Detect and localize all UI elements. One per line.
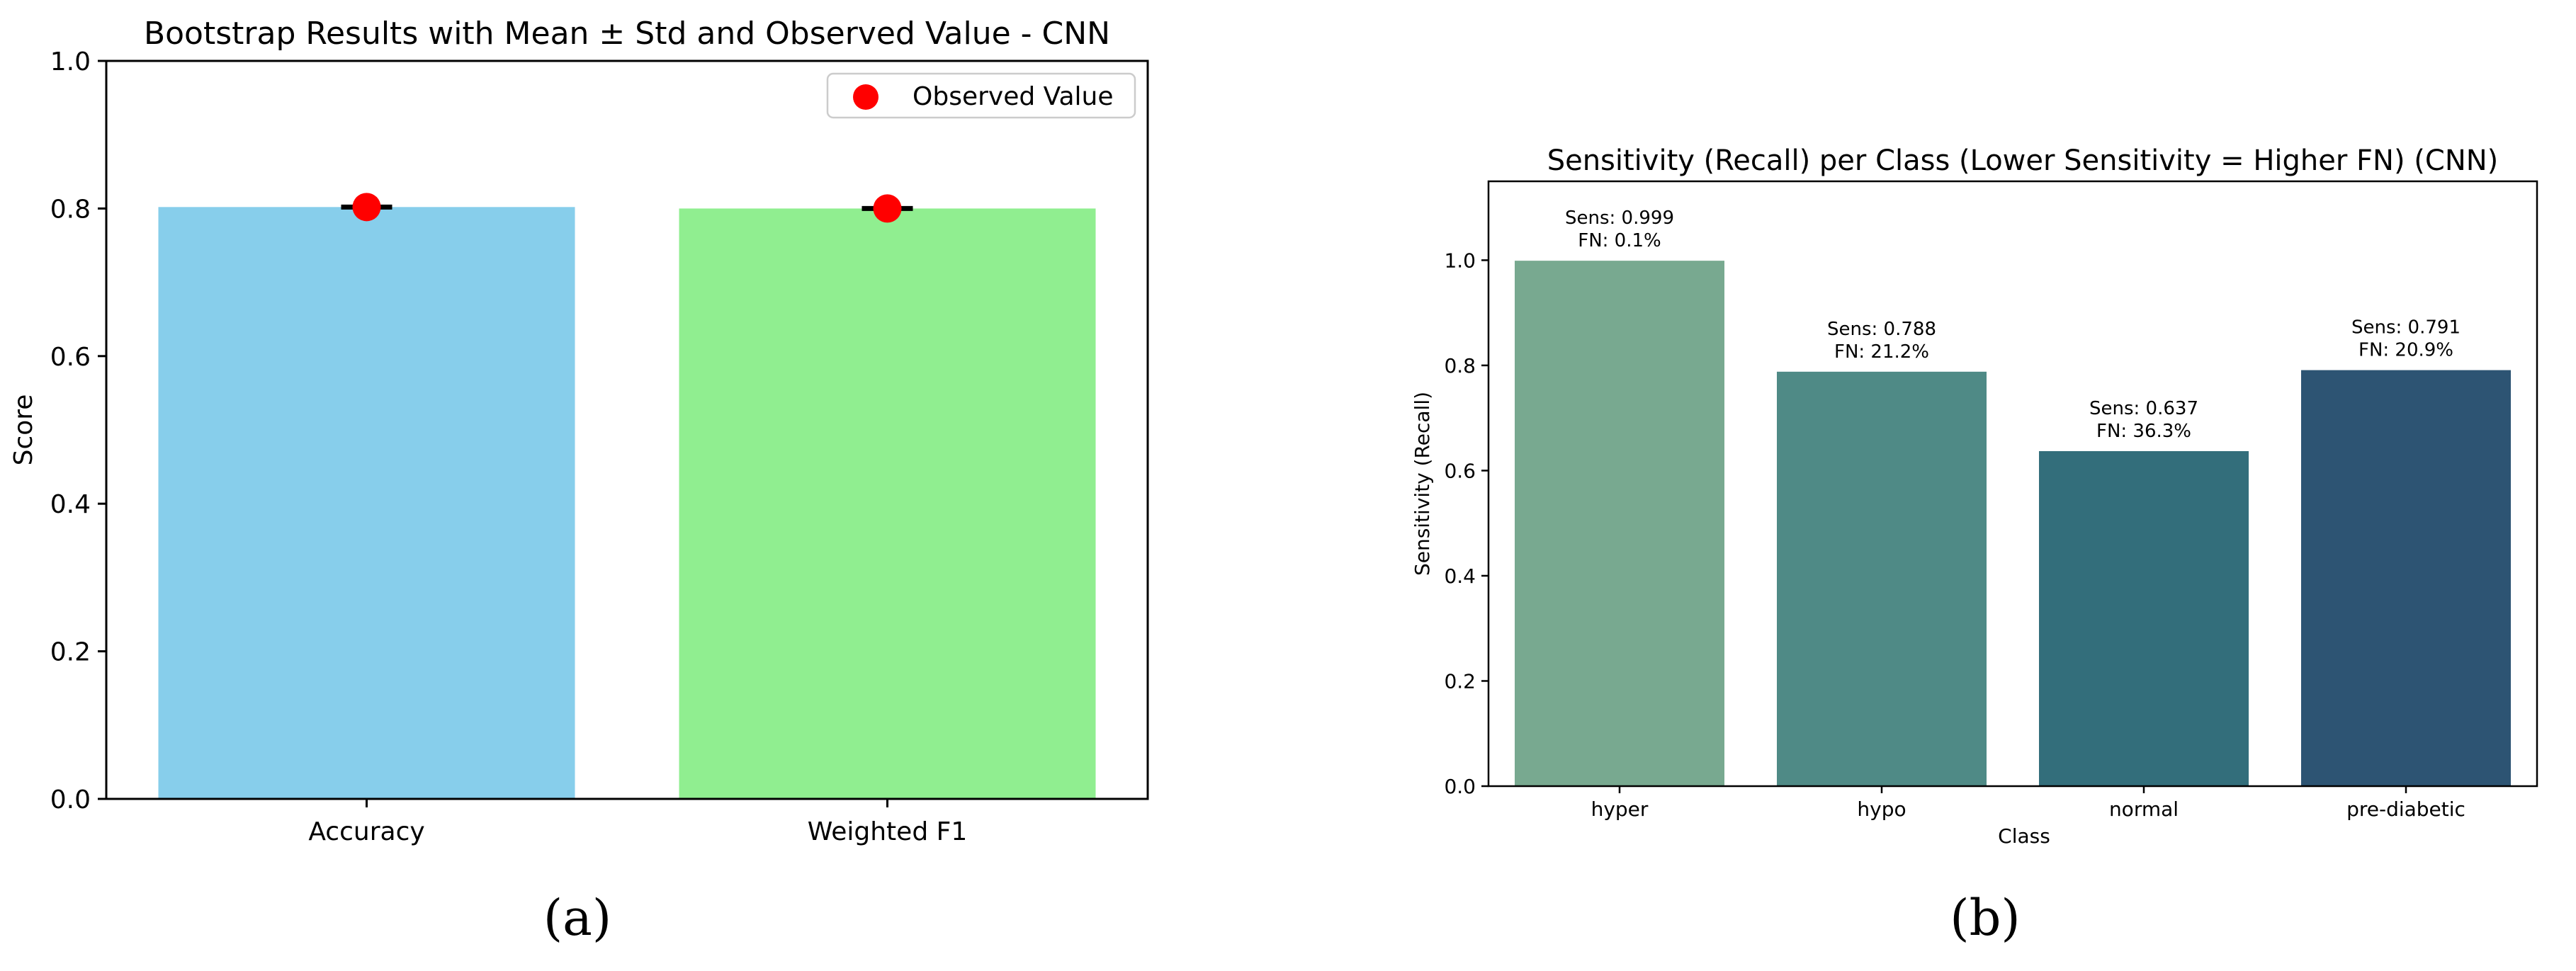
observed-point-accuracy [352,193,381,222]
y-tick-label: 0.2 [1444,669,1476,693]
y-tick-label: 1.0 [1444,249,1476,272]
observed-point-weighted-f1 [873,194,902,223]
panel-a-title: Bootstrap Results with Mean ± Std and Ob… [144,16,1110,52]
bar-annotation-hyper: Sens: 0.999 [1565,208,1674,229]
x-tick-label-hyper: hyper [1591,797,1649,821]
y-tick-label: 0.4 [1444,564,1476,588]
x-tick-label-pre-diabetic: pre-diabetic [2346,797,2465,821]
y-tick-label: 0.8 [1444,354,1476,377]
y-tick-label: 0.2 [50,638,91,667]
bar-annotation-pre-diabetic: FN: 20.9% [2358,340,2453,361]
panel-a-legend: Observed Value [826,72,1136,119]
bar-annotation-normal: Sens: 0.637 [2089,398,2198,419]
legend-box [826,72,1136,119]
y-tick-label: 0.8 [50,195,91,224]
bar-annotation-hypo: Sens: 0.788 [1827,319,1936,340]
bar-annotation-normal: FN: 36.3% [2096,421,2191,442]
panel-a-bootstrap-chart: 0.0 0.2 0.4 0.6 0.8 1.0 Accuracy Weighted F1 B… [9,16,1149,947]
y-tick-label: 0.4 [50,490,91,519]
panel-b-x-axis-label: Class [1998,824,2050,848]
bar-hypo [1777,371,1987,786]
panel-a-y-axis-label: Score [9,394,38,466]
bar-annotation-hyper: FN: 0.1% [1578,230,1661,251]
panel-b-axes-frame [1487,180,2538,788]
y-tick-label: 0.0 [50,785,91,814]
bar-hyper [1515,261,1724,786]
bar-annotation-pre-diabetic: Sens: 0.791 [2351,317,2461,339]
panel-a-sublabel: (a) [543,889,611,947]
bar-pre-diabetic [2301,370,2511,786]
legend-observed-label: Observed Value [913,82,1114,111]
panel-b-title: Sensitivity (Recall) per Class (Lower Se… [1547,144,2499,177]
y-tick-label: 1.0 [50,47,91,76]
y-tick-label: 0.0 [1444,775,1476,798]
bar-annotation-hypo: FN: 21.2% [1834,341,1929,363]
panel-b-y-axis-label: Sensitivity (Recall) [1411,392,1434,576]
bar-normal [2039,450,2249,786]
y-tick-label: 0.6 [1444,459,1476,482]
panel-b-sublabel: (b) [1950,889,2020,947]
bar-accuracy [158,207,575,799]
x-tick-label-hypo: hypo [1857,797,1906,821]
x-tick-label-accuracy: Accuracy [308,817,424,846]
legend-observed-marker [853,84,879,110]
panel-a-axes-frame [105,59,1149,800]
y-tick-label: 0.6 [50,343,91,372]
x-tick-label-weighted-f1: Weighted F1 [808,817,967,846]
x-tick-label-normal: normal [2109,797,2179,821]
bar-weighted-f1 [679,208,1096,799]
